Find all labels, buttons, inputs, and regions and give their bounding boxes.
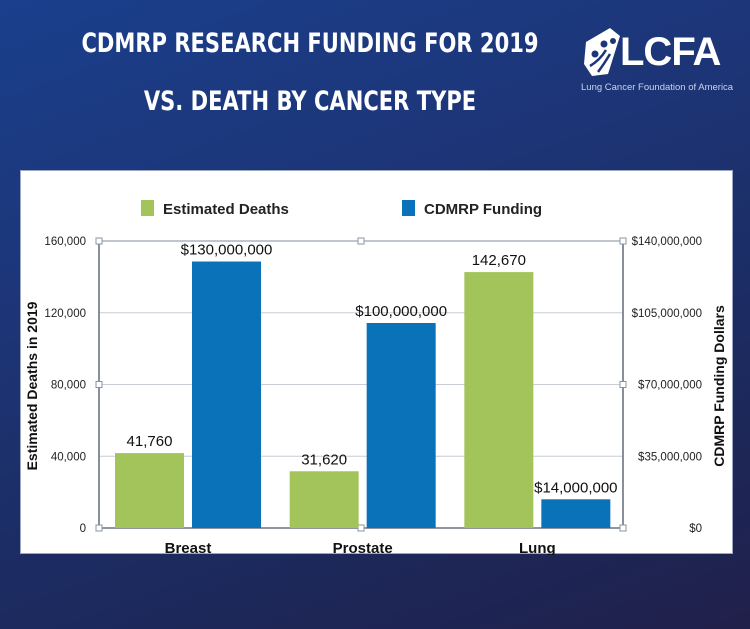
gridlines: [99, 312, 623, 457]
bar-deaths-prostate: [289, 471, 359, 528]
title-line-2: VS. DEATH BY CANCER TYPE: [143, 86, 477, 117]
resize-handle: [95, 381, 103, 388]
left-tick-label: 120,000: [44, 308, 86, 320]
bar-chart: Estimated Deaths CDMRP Funding 41,760 $13…: [24, 200, 727, 555]
bar-funding-lung: [541, 499, 611, 528]
bar-funding-breast: [192, 261, 261, 528]
right-tick-label: $70,000,000: [638, 380, 702, 392]
left-tick-label: 0: [80, 523, 86, 535]
right-axis-ticks: $0 $35,000,000 $70,000,000 $105,000,000 $140…: [632, 236, 702, 535]
resize-handle: [619, 524, 627, 532]
data-label-funding: $130,000,000: [181, 242, 273, 259]
logo-wordmark: LCFA: [620, 30, 721, 74]
bar-funding-prostate: [366, 323, 436, 528]
bar-deaths-breast: [115, 453, 184, 528]
data-label-deaths: 31,620: [301, 451, 347, 468]
left-tick-label: 80,000: [51, 380, 86, 392]
left-axis-ticks: 0 40,000 80,000 120,000 160,000: [44, 236, 86, 535]
resize-handle: [619, 237, 627, 245]
right-tick-label: $0: [689, 523, 702, 535]
data-labels: 41,760 $130,000,000 31,620 $100,000,000 142,…: [127, 242, 618, 497]
category-label: Breast: [165, 540, 212, 555]
right-tick-label: $105,000,000: [632, 308, 702, 320]
lcfa-logo-icon: [584, 28, 620, 76]
left-tick-label: 40,000: [51, 451, 86, 463]
title-line-1: CDMRP RESEARCH FUNDING FOR 2019: [81, 28, 539, 59]
left-axis-title: Estimated Deaths in 2019: [24, 301, 40, 470]
right-tick-label: $140,000,000: [632, 236, 702, 248]
resize-handle: [95, 237, 103, 245]
resize-handle: [357, 237, 365, 245]
data-label-deaths: 41,760: [127, 433, 173, 450]
logo-subtitle: Lung Cancer Foundation of America: [581, 82, 734, 93]
resize-handle: [357, 524, 365, 532]
resize-handle: [619, 381, 627, 388]
legend-swatch-funding: [402, 200, 415, 216]
right-tick-label: $35,000,000: [638, 451, 702, 463]
category-label: Prostate: [333, 540, 393, 555]
bar-deaths-lung: [464, 272, 534, 528]
chart-panel: Estimated Deaths CDMRP Funding 41,760 $13…: [20, 170, 733, 555]
legend-label-funding: CDMRP Funding: [424, 201, 542, 218]
legend-label-deaths: Estimated Deaths: [163, 201, 289, 218]
legend: Estimated Deaths CDMRP Funding: [141, 200, 542, 218]
right-axis-title: CDMRP Funding Dollars: [711, 305, 727, 467]
category-labels: Breast Prostate Lung: [165, 540, 556, 555]
category-label: Lung: [519, 540, 556, 555]
resize-handle: [95, 524, 103, 532]
data-label-deaths: 142,670: [472, 252, 526, 269]
legend-swatch-deaths: [141, 200, 154, 216]
bars: [115, 261, 611, 528]
plot-frame: [95, 237, 627, 532]
data-label-funding: $100,000,000: [355, 303, 447, 320]
left-tick-label: 160,000: [44, 236, 86, 248]
data-label-funding: $14,000,000: [534, 479, 617, 496]
